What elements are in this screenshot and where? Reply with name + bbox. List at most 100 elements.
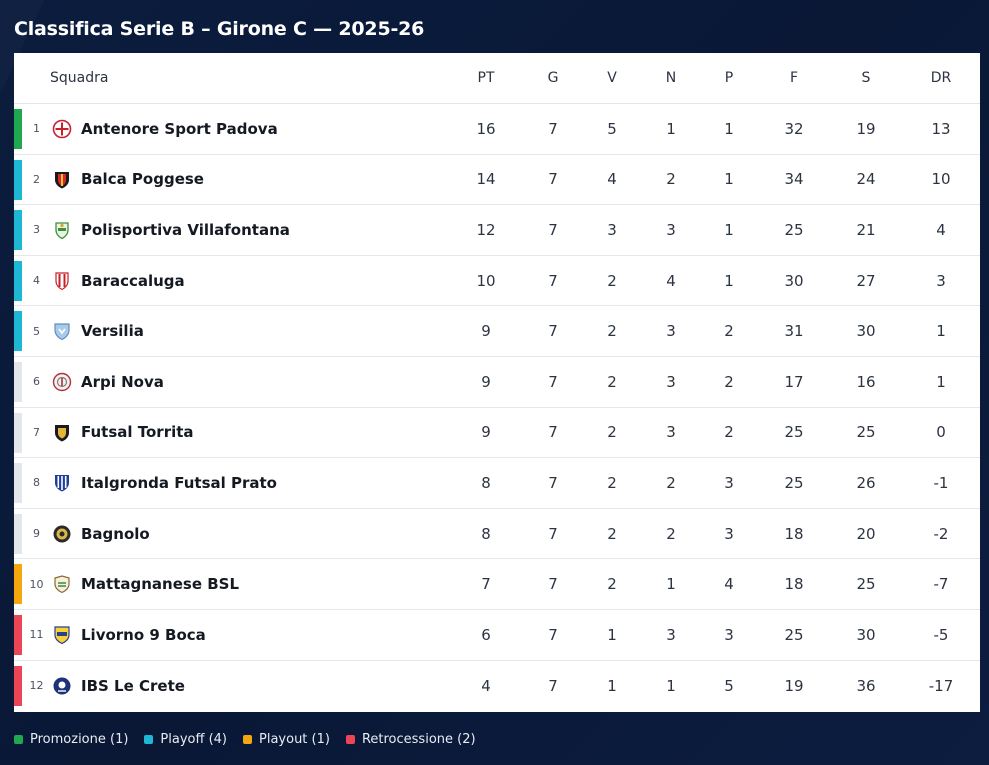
table-row[interactable]: 10 Mattagnanese BSL 7 7 2 1 4 18 25 -7 xyxy=(14,559,980,610)
crest-black-yellow-round-icon xyxy=(52,524,72,544)
position: 9 xyxy=(33,527,40,541)
team-name[interactable]: Baraccaluga xyxy=(81,271,185,290)
zone-indicator xyxy=(14,361,22,402)
team-name[interactable]: Polisportiva Villafontana xyxy=(81,220,290,239)
position: 7 xyxy=(33,425,40,439)
crest-red-black-shield-icon xyxy=(52,170,72,190)
crest-yellow-blue-shield-icon xyxy=(52,625,72,645)
team-name[interactable]: Versilia xyxy=(81,322,144,341)
table-row[interactable]: 7 Futsal Torrita 9 7 2 3 2 25 25 0 xyxy=(14,408,980,459)
zone-legend: Promozione (1) Playoff (4) Playout (1) Retr… xyxy=(14,729,476,749)
position: 6 xyxy=(33,375,40,389)
cell-draws: 4 xyxy=(666,271,676,290)
header-team[interactable]: Squadra xyxy=(50,70,109,86)
table-row[interactable]: 3 Polisportiva Villafontana 12 7 3 3 1 25 21 4 xyxy=(14,205,980,256)
cell-draws: 3 xyxy=(666,322,676,341)
cell-goals-for: 25 xyxy=(784,473,804,492)
cell-wins: 5 xyxy=(607,119,617,138)
cell-games: 7 xyxy=(548,170,558,189)
cell-points: 9 xyxy=(481,423,491,442)
cell-wins: 2 xyxy=(607,524,617,543)
cell-draws: 2 xyxy=(666,170,676,189)
table-row[interactable]: 9 Bagnolo 8 7 2 2 3 18 20 -2 xyxy=(14,509,980,560)
table-row[interactable]: 4 Baraccaluga 10 7 2 4 1 30 27 3 xyxy=(14,256,980,307)
legend-item-retrocessione: Retrocessione (2) xyxy=(345,732,476,747)
cell-goals-against: 20 xyxy=(856,524,876,543)
header-wins[interactable]: V xyxy=(607,70,617,86)
cell-games: 7 xyxy=(548,676,558,695)
team-name[interactable]: IBS Le Crete xyxy=(81,676,185,695)
cell-points: 8 xyxy=(481,524,491,543)
table-row[interactable]: 2 Balca Poggese 14 7 4 2 1 34 24 10 xyxy=(14,155,980,206)
team-name[interactable]: Antenore Sport Padova xyxy=(81,119,278,138)
cell-games: 7 xyxy=(548,625,558,644)
crest-blue-striped-shield-icon xyxy=(52,473,72,493)
zone-indicator xyxy=(14,614,22,655)
cell-wins: 2 xyxy=(607,322,617,341)
team-name[interactable]: Futsal Torrita xyxy=(81,423,194,442)
cell-goal-difference: -17 xyxy=(928,676,954,695)
cell-goals-against: 25 xyxy=(856,575,876,594)
team-name[interactable]: Mattagnanese BSL xyxy=(81,575,240,594)
table-row[interactable]: 1 Antenore Sport Padova 16 7 5 1 1 32 19 13 xyxy=(14,104,980,155)
table-row[interactable]: 5 Versilia 9 7 2 3 2 31 30 1 xyxy=(14,306,980,357)
header-goals-for[interactable]: F xyxy=(789,70,799,86)
cell-wins: 2 xyxy=(607,473,617,492)
cell-goal-difference: 10 xyxy=(931,170,951,189)
cell-goals-for: 32 xyxy=(784,119,804,138)
cell-goals-against: 27 xyxy=(856,271,876,290)
team-name[interactable]: Livorno 9 Boca xyxy=(81,625,206,644)
cell-points: 12 xyxy=(476,220,496,239)
header-games[interactable]: G xyxy=(547,70,559,86)
zone-indicator xyxy=(14,260,22,301)
table-row[interactable]: 6 Arpi Nova 9 7 2 3 2 17 16 1 xyxy=(14,357,980,408)
cell-goals-for: 19 xyxy=(784,676,804,695)
zone-indicator xyxy=(14,463,22,504)
cell-goals-against: 30 xyxy=(856,322,876,341)
table-row[interactable]: 12 IBS Le Crete 4 7 1 1 5 19 36 -17 xyxy=(14,661,980,712)
legend-label: Playoff (4) xyxy=(160,731,227,747)
team-name[interactable]: Balca Poggese xyxy=(81,170,204,189)
cell-draws: 1 xyxy=(666,575,676,594)
cell-draws: 3 xyxy=(666,625,676,644)
team-name[interactable]: Arpi Nova xyxy=(81,372,164,391)
cell-goals-for: 25 xyxy=(784,220,804,239)
cell-goals-against: 21 xyxy=(856,220,876,239)
cell-games: 7 xyxy=(548,322,558,341)
header-draws[interactable]: N xyxy=(665,70,677,86)
header-points[interactable]: PT xyxy=(477,70,495,86)
cell-goals-against: 25 xyxy=(856,423,876,442)
header-goals-against[interactable]: S xyxy=(861,70,871,86)
cell-points: 4 xyxy=(481,676,491,695)
cell-losses: 2 xyxy=(724,372,734,391)
cell-points: 8 xyxy=(481,473,491,492)
standings-table: Squadra PT G V N P F S DR 1 Antenore Spor… xyxy=(14,53,980,712)
cell-draws: 1 xyxy=(666,119,676,138)
legend-swatch xyxy=(345,734,355,744)
cell-draws: 2 xyxy=(666,473,676,492)
cell-wins: 2 xyxy=(607,271,617,290)
crest-grey-red-round-icon xyxy=(52,372,72,392)
legend-item-playoff: Playoff (4) xyxy=(144,732,227,747)
team-name[interactable]: Bagnolo xyxy=(81,524,150,543)
team-name[interactable]: Italgronda Futsal Prato xyxy=(81,473,277,492)
header-goal-difference[interactable]: DR xyxy=(930,70,952,86)
position: 5 xyxy=(33,324,40,338)
cell-losses: 1 xyxy=(724,119,734,138)
cell-losses: 3 xyxy=(724,625,734,644)
cell-goal-difference: -2 xyxy=(933,524,949,543)
position: 3 xyxy=(33,223,40,237)
header-losses[interactable]: P xyxy=(724,70,734,86)
cell-draws: 3 xyxy=(666,423,676,442)
cell-goals-for: 31 xyxy=(784,322,804,341)
cell-draws: 1 xyxy=(666,676,676,695)
cell-wins: 2 xyxy=(607,423,617,442)
table-row[interactable]: 8 Italgronda Futsal Prato 8 7 2 2 3 25 26 -1 xyxy=(14,458,980,509)
position: 4 xyxy=(33,274,40,288)
cell-goals-for: 25 xyxy=(784,625,804,644)
cell-losses: 3 xyxy=(724,524,734,543)
cell-losses: 3 xyxy=(724,473,734,492)
cell-goal-difference: -7 xyxy=(933,575,949,594)
table-row[interactable]: 11 Livorno 9 Boca 6 7 1 3 3 25 30 -5 xyxy=(14,610,980,661)
crest-green-shield-icon xyxy=(52,220,72,240)
